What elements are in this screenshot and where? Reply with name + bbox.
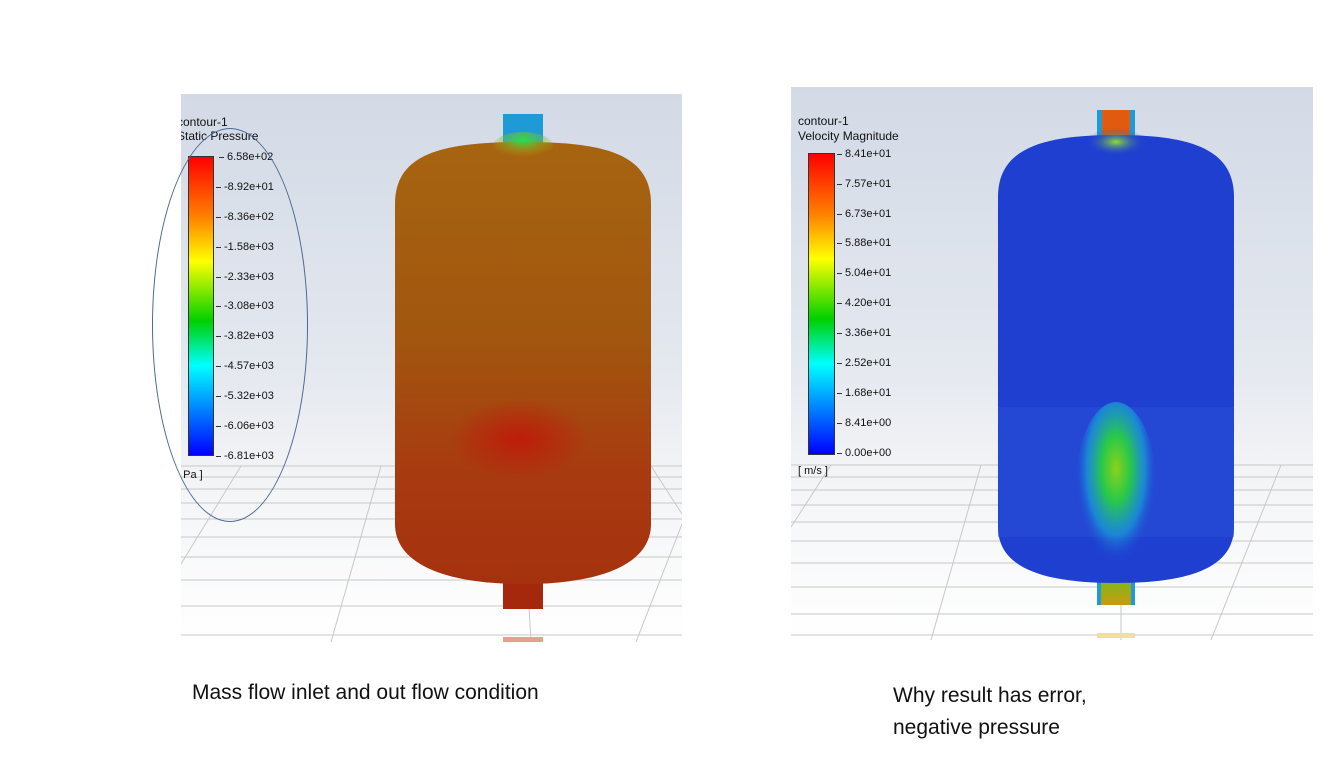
colorbar-tick-label: 5.88e+01 (836, 237, 892, 249)
colorbar-tick-label: -6.81e+03 (216, 450, 274, 462)
colorbar-tick-label: 6.73e+01 (836, 208, 892, 220)
colorbar-tick-label: 5.04e+01 (836, 267, 892, 279)
colorbar-tick-label: 1.68e+01 (836, 387, 892, 399)
colorbar-tick-label: -6.06e+03 (216, 420, 274, 432)
colorbar-tick-label: -3.08e+03 (216, 300, 274, 312)
colorbar-tick-label: -3.82e+03 (216, 330, 274, 342)
velocity-scene (791, 110, 1313, 640)
colorbar-tick-label: 0.00e+00 (836, 447, 892, 459)
velocity-contour-viewport[interactable]: contour-1 Velocity Magnitude 8.41e+01 7.… (791, 87, 1313, 640)
colorbar-tick-label: 3.36e+01 (836, 327, 892, 339)
colorbar-tick-label: 2.52e+01 (836, 357, 892, 369)
legend-title: contour-1 (798, 114, 849, 128)
colorbar-tick-label: -4.57e+03 (216, 360, 274, 372)
caption-left: Mass flow inlet and out flow condition (192, 681, 539, 704)
legend-unit: [ m/s ] (798, 465, 828, 477)
colorbar-tick-label: 7.57e+01 (836, 178, 892, 190)
velocity-colorbar (808, 153, 835, 455)
colorbar-tick-label: 8.41e+01 (836, 148, 892, 160)
colorbar-tick-label: 8.41e+00 (836, 417, 892, 429)
colorbar-tick-label: -1.58e+03 (216, 241, 274, 253)
legend-variable: Velocity Magnitude (798, 129, 899, 143)
colorbar-tick-label: -5.32e+03 (216, 390, 274, 402)
caption-right-line1: Why result has error, (893, 684, 1087, 707)
colorbar-tick-label: -8.36e+02 (216, 211, 274, 223)
colorbar-tick-label: 4.20e+01 (836, 297, 892, 309)
legend-unit: [ Pa ] (181, 469, 203, 481)
legend-variable: Static Pressure (181, 129, 259, 143)
caption-right-line2: negative pressure (893, 716, 1060, 739)
pressure-colorbar (188, 156, 214, 456)
colorbar-tick-label: -2.33e+03 (216, 271, 274, 283)
pressure-scene (181, 114, 682, 642)
colorbar-tick-label: -8.92e+01 (216, 181, 274, 193)
colorbar-tick-label: 6.58e+02 (218, 151, 274, 163)
legend-title: contour-1 (181, 115, 228, 129)
pressure-contour-viewport[interactable]: contour-1 Static Pressure 6.58e+02 -8.92… (181, 94, 682, 642)
